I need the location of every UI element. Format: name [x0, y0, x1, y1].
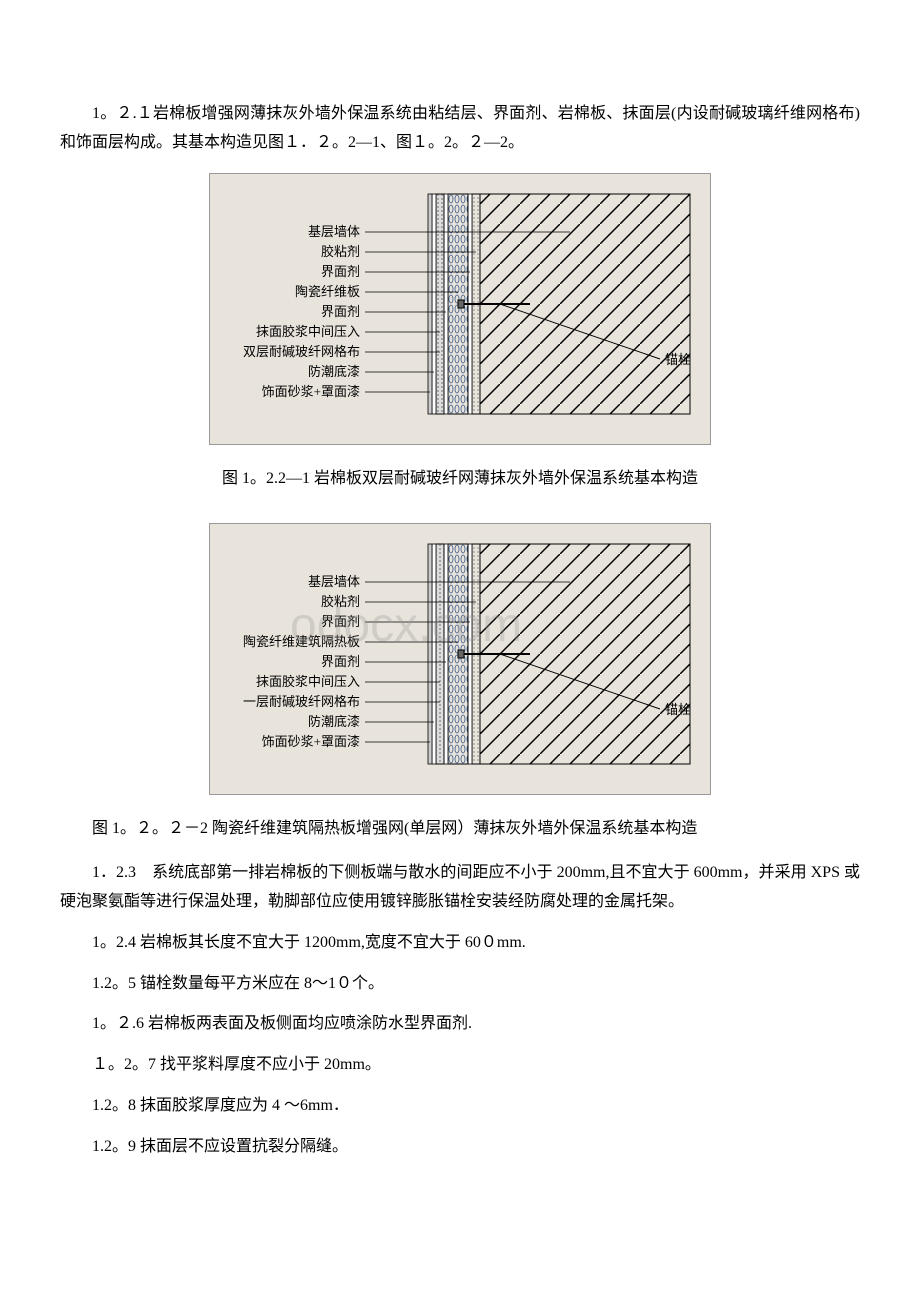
paragraph-1-2-1: 1。２.１岩棉板增强网薄抹灰外墙外保温系统由粘结层、界面剂、岩棉板、抹面层(内设…: [60, 100, 860, 158]
svg-text:防潮底漆: 防潮底漆: [308, 364, 360, 379]
diagram-1-container: 锚栓 基层墙体 胶粘剂 界面剂 陶瓷纤维板 界面剂 抹面胶浆中间: [60, 173, 860, 445]
svg-text:界面剂: 界面剂: [321, 264, 360, 279]
diagram-2-container: 锚栓 基层墙体 胶粘剂 界面剂 陶瓷纤维建筑隔热板 界面剂 抹面胶浆中间压入: [60, 523, 860, 795]
svg-text:界面剂: 界面剂: [321, 614, 360, 629]
paragraph-1-2-6: 1。２.6 岩棉板两表面及板侧面均应喷涂防水型界面剂.: [60, 1010, 860, 1039]
paragraph-1-2-7: １。2。7 找平浆料厚度不应小于 20mm。: [60, 1051, 860, 1080]
svg-text:陶瓷纤维板: 陶瓷纤维板: [295, 284, 360, 299]
svg-text:胶粘剂: 胶粘剂: [321, 594, 360, 609]
diagram-2: 锚栓 基层墙体 胶粘剂 界面剂 陶瓷纤维建筑隔热板 界面剂 抹面胶浆中间压入: [209, 523, 711, 795]
paragraph-1-2-9: 1.2。9 抹面层不应设置抗裂分隔缝。: [60, 1133, 860, 1162]
paragraph-1-2-4: 1。2.4 岩棉板其长度不宜大于 1200mm,宽度不宜大于 60０mm.: [60, 929, 860, 958]
figure-caption-2: 图 1。２。２－2 陶瓷纤维建筑隔热板增强网(单层网）薄抹灰外墙外保温系统基本构…: [60, 815, 860, 844]
paragraph-1-2-3: 1．2.3 系统底部第一排岩棉板的下侧板端与散水的间距应不小于 200mm,且不…: [60, 859, 860, 917]
svg-text:基层墙体: 基层墙体: [308, 224, 360, 239]
svg-text:一层耐碱玻纤网格布: 一层耐碱玻纤网格布: [243, 694, 360, 709]
paragraph-1-2-8: 1.2。8 抹面胶浆厚度应为 4 ～6mm．: [60, 1092, 860, 1121]
svg-text:界面剂: 界面剂: [321, 304, 360, 319]
diagram-1: 锚栓 基层墙体 胶粘剂 界面剂 陶瓷纤维板 界面剂 抹面胶浆中间: [209, 173, 711, 445]
svg-text:饰面砂浆+罩面漆: 饰面砂浆+罩面漆: [262, 734, 360, 749]
svg-text:基层墙体: 基层墙体: [308, 574, 360, 589]
figure-caption-1: 图 1。2.2—1 岩棉板双层耐碱玻纤网薄抹灰外墙外保温系统基本构造: [60, 465, 860, 494]
anchor-label-2: 锚栓: [665, 702, 691, 717]
svg-text:抹面胶浆中间压入: 抹面胶浆中间压入: [256, 324, 360, 339]
svg-text:防潮底漆: 防潮底漆: [308, 714, 360, 729]
svg-text:抹面胶浆中间压入: 抹面胶浆中间压入: [256, 674, 360, 689]
paragraph-1-2-5: 1.2。5 锚栓数量每平方米应在 8～1０个。: [60, 970, 860, 999]
svg-text:陶瓷纤维建筑隔热板: 陶瓷纤维建筑隔热板: [243, 634, 360, 649]
svg-text:双层耐碱玻纤网格布: 双层耐碱玻纤网格布: [243, 344, 360, 359]
svg-text:胶粘剂: 胶粘剂: [321, 244, 360, 259]
svg-text:界面剂: 界面剂: [321, 654, 360, 669]
svg-text:饰面砂浆+罩面漆: 饰面砂浆+罩面漆: [262, 384, 360, 399]
anchor-label-1: 锚栓: [665, 352, 691, 367]
